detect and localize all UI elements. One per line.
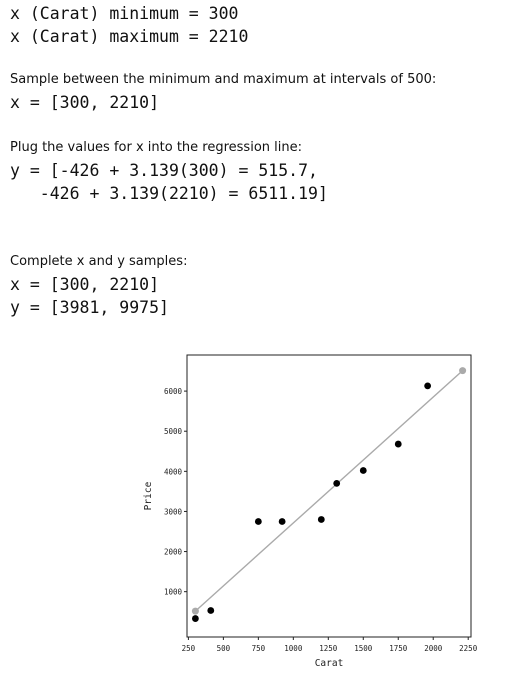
regression-line bbox=[194, 370, 464, 612]
x-tick-label: 500 bbox=[217, 644, 231, 653]
x-tick-label: 750 bbox=[252, 644, 266, 653]
x-axis-label: Carat bbox=[315, 658, 344, 669]
x-samples-line: x = [300, 2210] bbox=[10, 93, 160, 112]
y-tick-label: 3000 bbox=[164, 507, 183, 516]
axis-ticks: 250 500 750 1000 1250 1500 1750 2000 2250 1000 200… bbox=[164, 387, 478, 653]
x-tick-label: 250 bbox=[182, 644, 196, 653]
plug-instruction: Plug the values for x into the regressio… bbox=[10, 140, 302, 155]
scatter-chart: 250 500 750 1000 1250 1500 1750 2000 2250 1000 200… bbox=[143, 354, 478, 669]
x-tick-label: 1000 bbox=[284, 644, 303, 653]
regression-endpoint bbox=[191, 607, 199, 615]
data-point bbox=[359, 467, 367, 474]
x-tick-label: 1750 bbox=[389, 644, 408, 653]
data-point bbox=[317, 516, 325, 523]
regression-endpoint bbox=[459, 367, 467, 375]
x-tick-label: 2000 bbox=[424, 644, 443, 653]
y-tick-label: 2000 bbox=[164, 548, 183, 557]
data-points bbox=[191, 382, 432, 622]
data-point bbox=[278, 518, 286, 525]
y-equation-line-2: -426 + 3.139(2210) = 6511.19] bbox=[10, 184, 328, 203]
carat-minimum-line: x (Carat) minimum = 300 bbox=[10, 4, 239, 23]
data-point bbox=[333, 479, 341, 487]
carat-maximum-line: x (Carat) maximum = 2210 bbox=[10, 27, 249, 46]
x-tick-label: 2250 bbox=[459, 644, 478, 653]
data-point bbox=[394, 440, 402, 448]
y-tick-label: 4000 bbox=[164, 467, 183, 476]
x-tick-label: 1250 bbox=[319, 644, 338, 653]
data-point bbox=[424, 382, 432, 390]
regression-line-group bbox=[191, 367, 467, 615]
y-equation-line-1: y = [-426 + 3.139(300) = 515.7, bbox=[10, 161, 318, 180]
plot-frame bbox=[186, 354, 472, 638]
data-point bbox=[207, 607, 215, 614]
final-y-line: y = [3981, 9975] bbox=[10, 298, 169, 317]
data-point bbox=[254, 518, 262, 525]
data-point bbox=[191, 615, 199, 622]
y-axis-label: Price bbox=[143, 481, 154, 510]
y-tick-label: 1000 bbox=[164, 588, 183, 597]
final-x-line: x = [300, 2210] bbox=[10, 275, 160, 294]
y-tick-label: 5000 bbox=[164, 427, 183, 436]
complete-samples-heading: Complete x and y samples: bbox=[10, 254, 188, 269]
x-tick-label: 1500 bbox=[354, 644, 373, 653]
y-tick-label: 6000 bbox=[164, 387, 183, 396]
sampling-instruction: Sample between the minimum and maximum a… bbox=[10, 72, 437, 87]
